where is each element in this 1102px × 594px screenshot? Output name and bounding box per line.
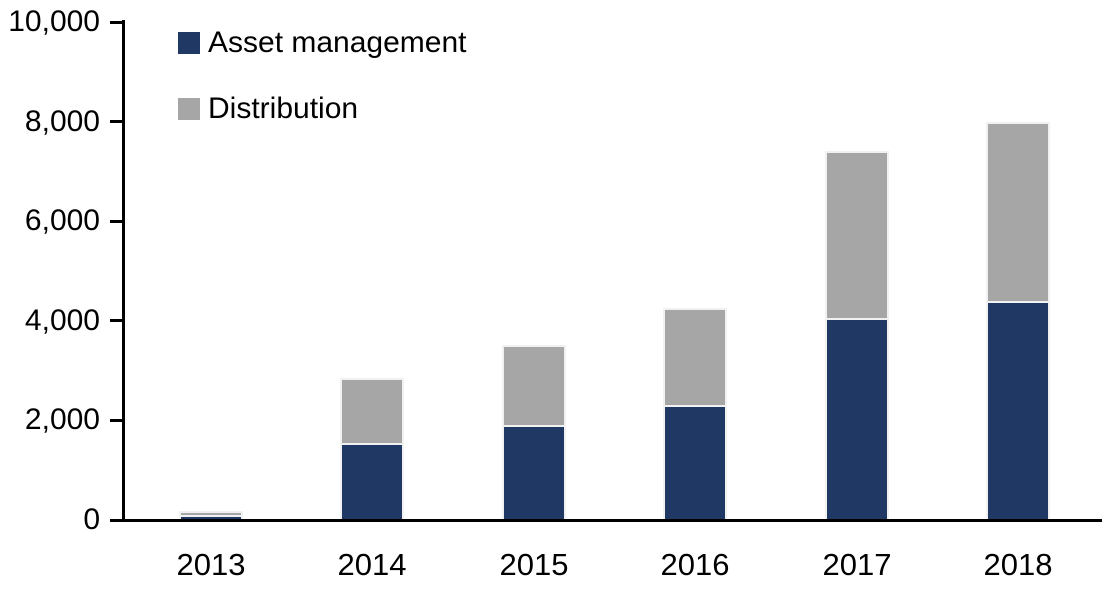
bar-segment-asset-management-2014 <box>340 443 404 520</box>
y-tick-mark <box>110 418 122 422</box>
x-tick-label-2018: 2018 <box>983 547 1053 582</box>
legend: Asset management Distribution <box>178 27 466 159</box>
legend-label-asset-management: Asset management <box>208 26 467 59</box>
x-tick-label-2014: 2014 <box>337 547 407 582</box>
y-tick-label: 10,000 <box>8 5 100 38</box>
y-tick-mark <box>110 120 122 124</box>
legend-item-distribution: Distribution <box>178 93 466 124</box>
y-tick-label: 0 <box>83 503 100 536</box>
bar-segment-distribution-2013 <box>179 511 243 515</box>
x-tick-label-2017: 2017 <box>822 547 892 582</box>
y-tick-mark <box>110 518 122 522</box>
y-tick-mark <box>110 219 122 223</box>
legend-label-distribution: Distribution <box>208 92 359 125</box>
legend-item-asset-management: Asset management <box>178 27 466 58</box>
bar-segment-distribution-2018 <box>986 122 1050 301</box>
distribution-swatch-icon <box>178 97 200 120</box>
bar-segment-asset-management-2016 <box>663 405 727 520</box>
y-tick-mark <box>110 319 122 323</box>
bar-segment-distribution-2015 <box>502 345 566 425</box>
y-tick-mark <box>110 20 122 24</box>
bar-segment-asset-management-2017 <box>825 318 889 520</box>
bar-segment-asset-management-2013 <box>179 515 243 520</box>
x-tick-label-2013: 2013 <box>176 547 246 582</box>
x-axis-line <box>122 519 1102 522</box>
y-axis-line <box>122 20 125 522</box>
bar-segment-asset-management-2015 <box>502 425 566 520</box>
y-tick-label: 4,000 <box>24 303 100 337</box>
y-tick-label: 8,000 <box>24 104 100 138</box>
x-tick-label-2015: 2015 <box>499 547 569 582</box>
y-tick-label: 2,000 <box>24 403 100 437</box>
bar-segment-distribution-2017 <box>825 151 889 318</box>
x-tick-label-2016: 2016 <box>660 547 730 582</box>
bar-segment-distribution-2014 <box>340 378 404 443</box>
bar-segment-asset-management-2018 <box>986 301 1050 520</box>
y-tick-label: 6,000 <box>24 204 100 238</box>
asset-management-swatch-icon <box>178 31 200 54</box>
bar-segment-distribution-2016 <box>663 308 727 405</box>
